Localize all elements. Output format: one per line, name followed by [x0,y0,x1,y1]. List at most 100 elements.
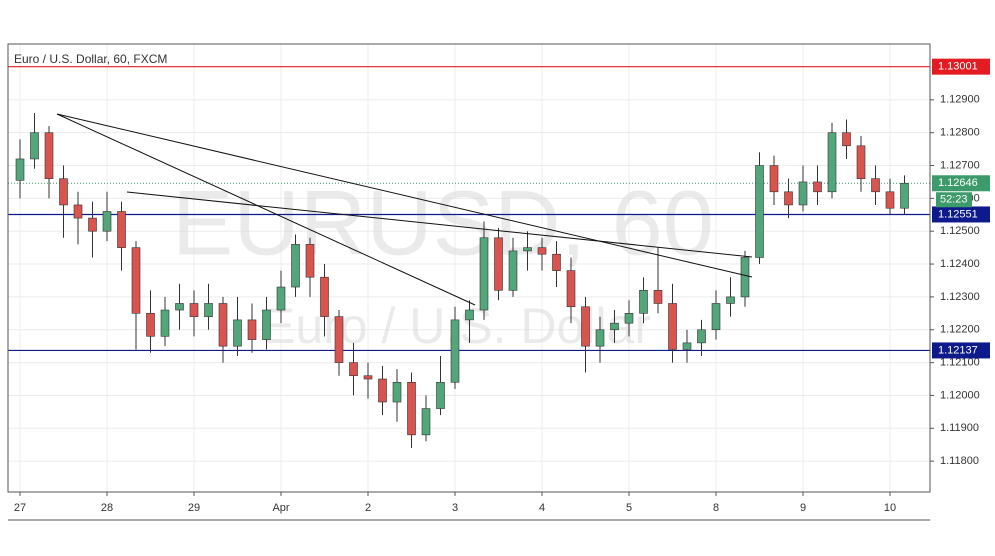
candle-body [146,313,155,337]
candle-body [102,211,112,232]
last-price-box [932,175,990,192]
candle-body [682,342,692,350]
candle-body [653,290,663,304]
x-tick-label: 5 [626,502,632,514]
candle-body [88,217,97,232]
candle-body [44,132,54,179]
y-tick-label: 1.12400 [940,258,980,270]
price-labels: 1.11800 1.11900 1.12000 1.12100 1.12200 1.123… [14,58,990,514]
candle-body [30,132,39,160]
candle-body [856,145,866,179]
candle-body [508,250,518,291]
candle-body [900,182,909,209]
candle-body [262,309,271,340]
x-tick-label: 10 [884,502,896,514]
y-tick-label: 1.12100 [940,356,980,368]
x-tick-label: 28 [101,502,113,514]
y-tick-label: 1.12300 [940,291,980,303]
x-tick-label: 3 [452,502,458,514]
trendlines [56,113,753,306]
y-tick-label: 1.12900 [940,94,980,106]
candle-body [740,257,750,298]
x-tick-label: 2 [365,502,371,514]
candle-body [131,247,141,314]
candle-body [537,247,547,255]
candle-body [755,165,764,258]
y-tick-label: 1.12800 [940,127,980,139]
candle-body [871,178,880,193]
candle-body [813,181,822,193]
candles [15,112,909,448]
countdown-label: 52:23 [940,194,968,206]
trendline [56,113,753,278]
candle-body [769,165,779,193]
candle-body [175,303,184,311]
candle-body [349,362,358,377]
candle-body [523,247,532,252]
candle-body [494,237,503,291]
level-label: 1.12137 [938,344,978,356]
candle-body [697,329,706,344]
x-tick-label: 4 [539,502,545,514]
candle-body [885,191,895,209]
candle-body [624,313,634,324]
candle-body [218,303,228,347]
level-label: 1.12551 [938,208,978,220]
candle-body [595,329,605,347]
candle-body [711,303,721,331]
candle-body [59,178,68,206]
candle-body [610,322,619,331]
candle-body [465,309,474,321]
candle-body [392,381,402,403]
grid [8,44,930,492]
candle-body [189,303,199,317]
candle-body [827,132,837,193]
candle-body [15,158,25,181]
y-tick-label: 1.11800 [940,455,979,467]
y-tick-label: 1.11900 [940,422,979,434]
level-label-box [932,342,990,359]
candle-body [204,303,213,317]
candle-body [233,319,242,347]
candle-body [305,244,315,278]
candle-body [552,253,561,271]
y-tick-label: 1.12200 [940,324,980,336]
candle-body [363,375,373,380]
y-tick-label: 1.12500 [940,225,980,237]
candle-body [160,309,170,337]
candle-body [842,132,851,147]
candle-body [334,316,344,363]
chart-title: Euro / U.S. Dollar, 60, FXCM [14,52,167,66]
plot-frame [7,43,931,493]
y-tick-label: 1.12700 [940,159,980,171]
level-label-box [932,206,990,223]
candle-body [436,381,445,409]
y-tick-label: 1.12000 [940,389,980,401]
candle-body [784,191,793,206]
candle-body [276,286,286,311]
level-label: 1.13001 [938,61,978,73]
candle-body [378,378,387,403]
candle-body [320,276,329,317]
x-tick-label: 29 [188,502,200,514]
candle-body [479,237,489,311]
level-label-box [932,58,990,75]
candle-body [798,181,808,206]
countdown-box [936,192,972,208]
candle-body [581,306,590,347]
candle-body [73,204,83,219]
x-tick-label: Apr [272,502,289,514]
last-price-label: 1.12646 [938,177,978,189]
x-tick-label: 8 [713,502,719,514]
candle-body [639,290,648,314]
x-tick-label: 9 [800,502,806,514]
candle-body [566,270,576,308]
candle-body [117,211,126,248]
candle-body [407,381,416,436]
x-tick-label: 27 [14,502,26,514]
candle-body [668,303,677,350]
watermark: EURUSD, 60 [172,172,714,274]
candle-body [450,319,460,383]
trendline [56,113,476,306]
